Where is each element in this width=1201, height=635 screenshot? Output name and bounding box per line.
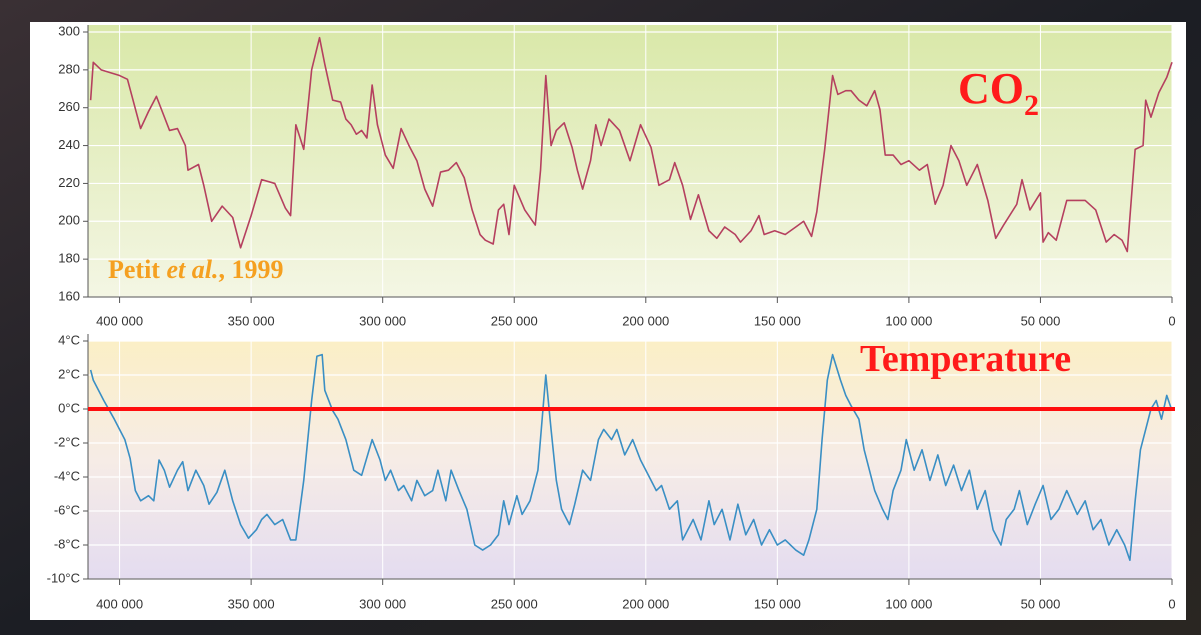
citation-part: et al. xyxy=(166,255,218,284)
x-tick-label: 300 000 xyxy=(359,313,406,328)
x-tick-label: 100 000 xyxy=(885,596,932,611)
y-tick-label: 300 xyxy=(58,23,80,38)
citation: Petit et al., 1999 xyxy=(108,255,283,284)
chart-label: CO2 xyxy=(958,64,1039,122)
x-tick-label: 150 000 xyxy=(754,596,801,611)
y-tick-label: 2°C xyxy=(58,366,80,381)
citation-part: Petit xyxy=(108,255,166,284)
y-tick-label: 180 xyxy=(58,251,80,266)
y-tick-label: 200 xyxy=(58,213,80,228)
y-tick-label: 4°C xyxy=(58,332,80,347)
x-tick-label: 200 000 xyxy=(622,596,669,611)
y-tick-label: 220 xyxy=(58,175,80,190)
x-tick-label: 400 000 xyxy=(96,596,143,611)
x-tick-label: 350 000 xyxy=(228,313,275,328)
x-tick-label: 50 000 xyxy=(1021,313,1061,328)
y-tick-label: -2°C xyxy=(54,434,80,449)
data-line xyxy=(89,353,1173,562)
y-tick-label: -4°C xyxy=(54,468,80,483)
x-tick-label: 250 000 xyxy=(491,313,538,328)
x-tick-label: 250 000 xyxy=(491,596,538,611)
y-tick-label: -8°C xyxy=(54,536,80,551)
plot-area xyxy=(88,341,1172,579)
x-tick-label: 150 000 xyxy=(754,313,801,328)
citation-part: , 1999 xyxy=(218,255,283,284)
chart-label: Temperature xyxy=(860,338,1071,380)
label-subscript: 2 xyxy=(1024,89,1039,122)
x-tick-label: 0 xyxy=(1168,596,1175,611)
label-text: CO xyxy=(958,64,1024,113)
y-tick-label: -6°C xyxy=(54,502,80,517)
y-tick-label: -10°C xyxy=(47,570,80,585)
x-tick-label: 200 000 xyxy=(622,313,669,328)
x-tick-label: 0 xyxy=(1168,313,1175,328)
y-tick-label: 240 xyxy=(58,137,80,152)
y-tick-label: 0°C xyxy=(58,400,80,415)
data-line xyxy=(89,36,1173,253)
y-tick-label: 160 xyxy=(58,288,80,303)
x-tick-label: 350 000 xyxy=(228,596,275,611)
x-tick-label: 400 000 xyxy=(96,313,143,328)
x-tick-label: 50 000 xyxy=(1021,596,1061,611)
x-tick-label: 300 000 xyxy=(359,596,406,611)
y-tick-label: 260 xyxy=(58,99,80,114)
x-tick-label: 100 000 xyxy=(885,313,932,328)
y-tick-label: 280 xyxy=(58,61,80,76)
